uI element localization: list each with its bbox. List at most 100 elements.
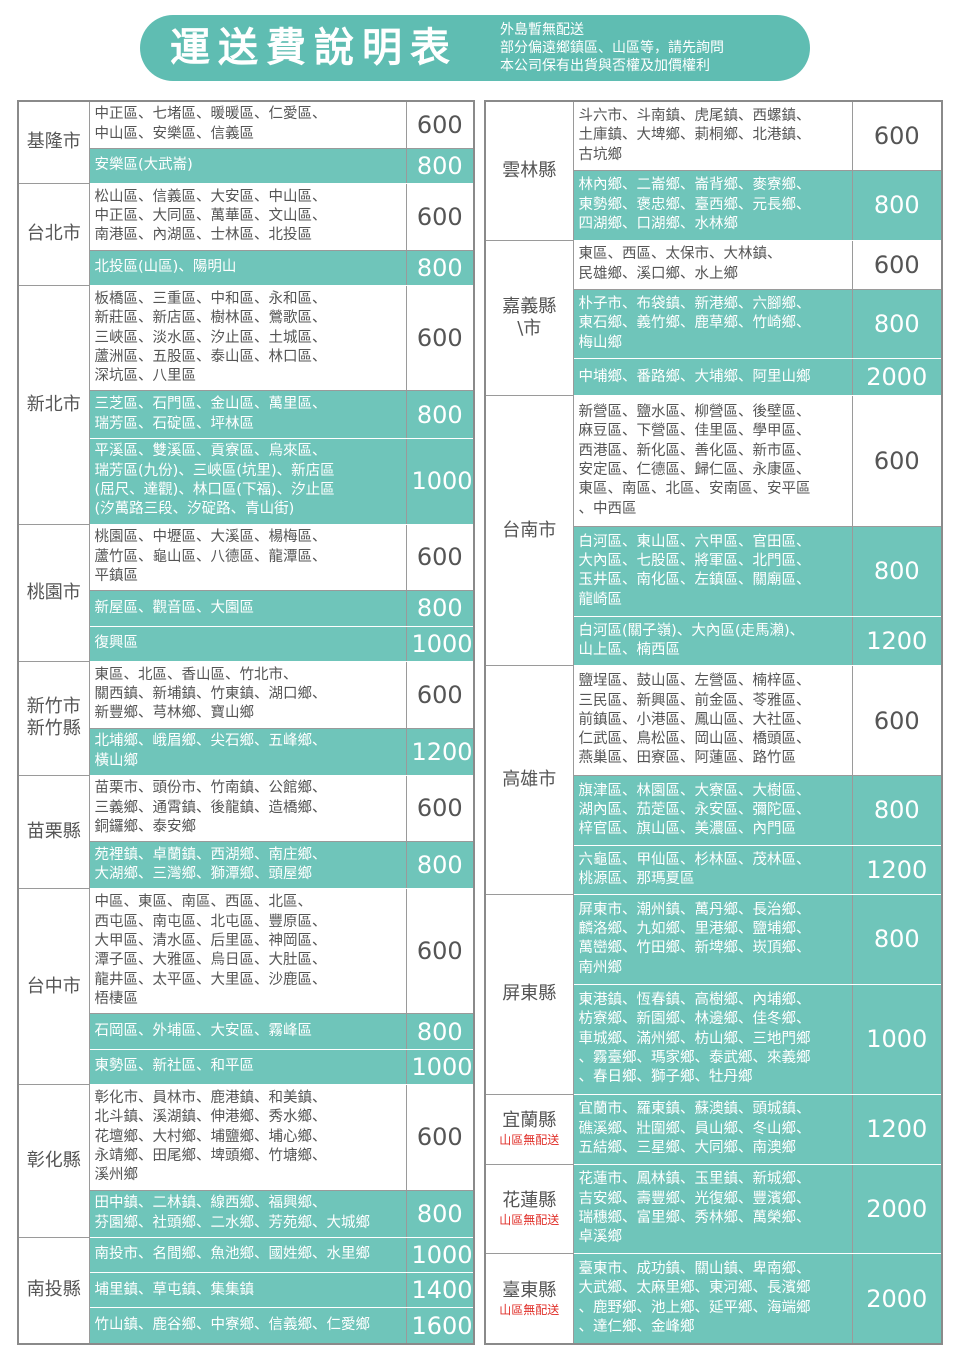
county-cell: 宜蘭縣 山區無配送	[484, 1094, 574, 1165]
area-line: 中正區、大同區、萬華區、文山區、	[94, 208, 327, 225]
table-row: 埔里鎮、草屯鎮、集集鎮 1400	[18, 1272, 475, 1309]
table-row: 安樂區(大武崙) 800	[18, 147, 475, 184]
area-line: 北投區(山區)、陽明山	[94, 259, 237, 276]
area-line: 三芝區、石門區、金山區、萬里區、	[94, 396, 327, 413]
area-line: 桃源區、那瑪夏區	[578, 870, 695, 887]
area-cell: 苗栗市、頭份市、竹南鎮、公館鄉、 三義鄉、通霄鎮、後龍鎮、造橋鄉、 銅鑼鄉、泰安鄉	[88, 774, 407, 843]
area-line: 新豐鄉、芎林鄉、寶山鄉	[94, 705, 255, 722]
county-cell: 雲林縣	[484, 100, 574, 241]
table-row: 苗栗縣 苗栗市、頭份市、竹南鎮、公館鄉、 三義鄉、通霄鎮、後龍鎮、造橋鄉、 銅鑼鄉、泰…	[17, 774, 475, 890]
price: 800	[851, 288, 943, 360]
area-line: 梅山鄉	[578, 334, 623, 351]
table-row: 朴子市、布袋鎮、新港鄉、六腳鄉、 東石鄉、義竹鄉、鹿草鄉、竹崎鄉、 梅山鄉 800	[485, 288, 943, 360]
county-cell: 新竹市 新竹縣	[17, 660, 90, 776]
area-cell: 安樂區(大武崙)	[88, 147, 407, 184]
area-line: 新營區、鹽水區、柳營區、後壁區、	[578, 404, 811, 421]
area-cell: 新營區、鹽水區、柳營區、後壁區、 麻豆區、下營區、佳里區、學甲區、 西港區、新化區、…	[572, 395, 853, 527]
price: 600	[405, 182, 475, 251]
table-row: 屏東縣 屏東市、潮州鎮、萬丹鄉、長治鄉、 麟洛鄉、九如鄉、里港鄉、鹽埔鄉、 萬巒鄉、竹…	[484, 893, 943, 1096]
area-line: 旗津區、林園區、大寮區、大樹區、	[578, 782, 811, 799]
area-line: 、霧臺鄉、瑪家鄉、泰武鄉、來義鄉	[578, 1050, 811, 1067]
county-cell: 苗栗縣	[17, 774, 90, 890]
area-line: 花蓮市、鳳林鎮、玉里鎮、新城鄉、	[578, 1171, 811, 1188]
area-cell: 白河區、東山區、六甲區、官田區、 大內區、七股區、將軍區、北門區、 玉井區、南化區、…	[572, 525, 853, 617]
area-line: 板橋區、三重區、中和區、永和區、	[94, 290, 327, 307]
area-line: 關西鎮、新埔鎮、竹東鎮、湖口鄉、	[94, 686, 327, 703]
area-cell: 彰化市、員林市、鹿港鎮、和美鎮、 北斗鎮、溪湖鎮、伸港鄉、秀水鄉、 花壇鄉、大村鄉、…	[88, 1084, 407, 1191]
area-line: 三峽區、淡水區、汐止區、土城區、	[94, 329, 327, 346]
county-name: 基隆市	[26, 131, 81, 153]
area-line: 、春日鄉、獅子鄉、牡丹鄉	[578, 1069, 753, 1086]
area-line: 永靖鄉、田尾鄉、埤頭鄉、竹塘鄉、	[94, 1147, 327, 1164]
area-line: 燕巢區、田寮區、阿蓮區、路竹區	[578, 750, 797, 767]
price: 800	[851, 775, 943, 846]
county-cell: 台北市	[17, 182, 90, 286]
table-row: 苑裡鎮、卓蘭鎮、西湖鄉、南庄鄉、 大湖鄉、三灣鄉、獅潭鄉、頭屋鄉 800	[18, 841, 475, 890]
area-line: 大武鄉、太麻里鄉、東河鄉、長濱鄉	[578, 1280, 811, 1297]
area-line: 蘆竹區、龜山區、八德區、龍潭區、	[94, 548, 327, 565]
right-table: 雲林縣 斗六市、斗南鎮、虎尾鎮、西螺鎮、 土庫鎮、大埤鄉、莿桐鄉、北港鎮、 古坑鄉 60…	[484, 100, 943, 1345]
area-cell: 林內鄉、二崙鄉、崙背鄉、麥寮鄉、 東勢鄉、褒忠鄉、臺西鄉、元長鄉、 四湖鄉、口湖鄉、…	[572, 170, 853, 241]
header-note: 本公司保有出貨與否權及加價權利	[500, 58, 710, 74]
table-row: 六龜區、甲仙區、杉林區、茂林區、 桃源區、那瑪夏區 1200	[485, 844, 943, 895]
table-row: 台北市 松山區、信義區、大安區、中山區、 中正區、大同區、萬華區、文山區、 南港區、內…	[17, 182, 475, 286]
price: 1000	[405, 625, 475, 662]
price: 800	[405, 590, 475, 627]
area-line: 南投市、名間鄉、魚池鄉、國姓鄉、水里鄉	[94, 1246, 371, 1263]
area-cell: 白河區(關子嶺)、大內區(走馬瀨)、 山上區、楠西區	[572, 615, 853, 666]
price: 600	[405, 100, 475, 149]
area-line: 瑞芳區(九份)、三峽區(坑里)、新店區	[94, 462, 335, 479]
area-line: 平溪區、雙溪區、貢寮區、烏來區、	[94, 443, 327, 460]
county-name: 宜蘭縣	[502, 1110, 557, 1132]
price: 1200	[851, 1094, 943, 1165]
price: 600	[851, 664, 943, 777]
area-line: 東勢鄉、褒忠鄉、臺西鄉、元長鄉、	[578, 196, 811, 213]
table-row: 台南市 新營區、鹽水區、柳營區、後壁區、 麻豆區、下營區、佳里區、學甲區、 西港區、新…	[484, 395, 943, 666]
price: 800	[851, 170, 943, 241]
area-line: 麻豆區、下營區、佳里區、學甲區、	[578, 423, 811, 440]
area-cell: 石岡區、外埔區、大安區、霧峰區	[88, 1013, 407, 1050]
area-line: 三義鄉、通霄鎮、後龍鎮、造橋鄉、	[94, 799, 327, 816]
title: 運送費說明表	[170, 25, 458, 71]
area-line: 平鎮區	[94, 568, 139, 585]
area-line: 中正區、七堵區、暖暖區、仁愛區、	[94, 106, 327, 123]
county-name: 彰化縣	[26, 1149, 81, 1171]
table-row: 南投縣 南投市、名間鄉、魚池鄉、國姓鄉、水里鄉 1000	[17, 1236, 475, 1345]
area-line: 大甲區、清水區、后里區、神岡區、	[94, 932, 327, 949]
area-line: 南州鄉	[578, 959, 623, 976]
area-line: 花壇鄉、大村鄉、埔鹽鄉、埔心鄉、	[94, 1128, 327, 1145]
area-line: 前鎮區、小港區、鳳山區、大社區、	[578, 711, 811, 728]
price: 800	[405, 249, 475, 286]
area-line: 桃園區、中壢區、大溪區、楊梅區、	[94, 529, 327, 546]
area-cell: 復興區	[88, 625, 407, 662]
area-cell: 斗六市、斗南鎮、虎尾鎮、西螺鎮、 土庫鎮、大埤鄉、莿桐鄉、北港鎮、 古坑鄉	[572, 100, 853, 172]
county-cell: 基隆市	[17, 100, 90, 184]
table-row: 新屋區、觀音區、大園區 800	[18, 590, 475, 627]
table-row: 宜蘭縣 山區無配送 宜蘭市、羅東鎮、蘇澳鎮、頭城鎮、 礁溪鄉、壯圍鄉、員山鄉、冬山鄉、…	[484, 1094, 943, 1165]
area-line: 深坑區、八里區	[94, 368, 197, 385]
area-line: 民雄鄉、溪口鄉、水上鄉	[578, 265, 739, 282]
table-body: 雲林縣 斗六市、斗南鎮、虎尾鎮、西螺鎮、 土庫鎮、大埤鄉、莿桐鄉、北港鎮、 古坑鄉 60…	[484, 100, 943, 1345]
area-cell: 東區、北區、香山區、竹北市、 關西鎮、新埔鎮、竹東鎮、湖口鄉、 新豐鄉、芎林鄉、寶山…	[88, 660, 407, 729]
table-body: 基隆市 中正區、七堵區、暖暖區、仁愛區、 中山區、安樂區、信義區 600 安樂區(大武崙…	[17, 100, 475, 1345]
area-line: 大內區、七股區、將軍區、北門區、	[578, 552, 811, 569]
county-name: 高雄市	[502, 768, 557, 790]
area-line: 北斗鎮、溪湖鎮、伸港鄉、秀水鄉、	[94, 1109, 327, 1126]
area-line: 萬巒鄉、竹田鄉、新埤鄉、崁頂鄉、	[578, 940, 811, 957]
area-line: 新屋區、觀音區、大園區	[94, 599, 255, 616]
area-line: 臺東市、成功鎮、關山鎮、卑南鄉、	[578, 1261, 811, 1278]
county-name: 南投縣	[26, 1279, 81, 1301]
area-cell: 新屋區、觀音區、大園區	[88, 590, 407, 627]
area-cell: 旗津區、林園區、大寮區、大樹區、 湖內區、茄萣區、永安區、彌陀區、 梓官區、旗山區、…	[572, 775, 853, 846]
area-line: 田中鎮、二林鎮、線西鄉、福興鄉、	[94, 1195, 327, 1212]
area-cell: 南投市、名間鄉、魚池鄉、國姓鄉、水里鄉	[88, 1236, 407, 1274]
county-cell: 新北市	[17, 284, 90, 525]
price: 600	[851, 100, 943, 172]
price: 800	[405, 1189, 475, 1238]
area-line: 竹山鎮、鹿谷鄉、中寮鄉、信義鄉、仁愛鄉	[94, 1317, 371, 1334]
price: 2000	[851, 358, 943, 397]
area-line: 梧棲區	[94, 990, 139, 1007]
area-line: 山上區、楠西區	[578, 641, 681, 658]
table-row: 臺東縣 山區無配送 臺東市、成功鎮、關山鎮、卑南鄉、 大武鄉、太麻里鄉、東河鄉、長濱鄉…	[484, 1253, 943, 1345]
price: 600	[405, 523, 475, 592]
